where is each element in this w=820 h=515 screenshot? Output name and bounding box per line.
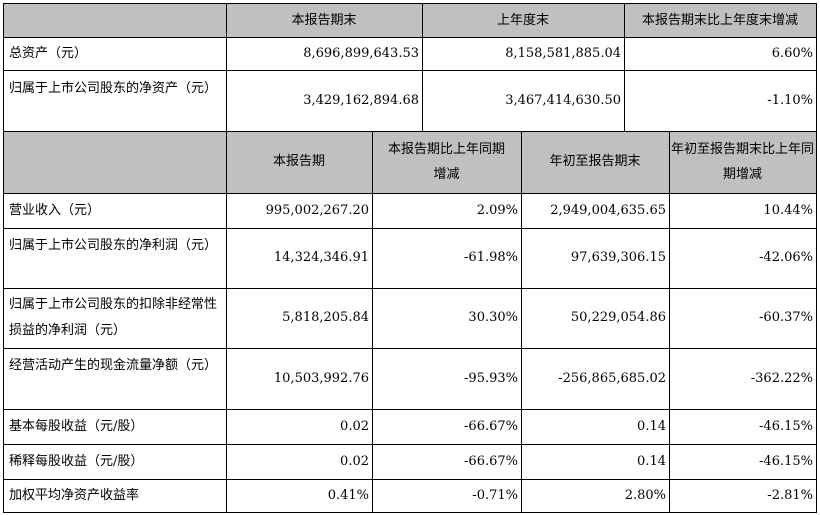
grid-line — [3, 131, 817, 132]
header-corner — [4, 4, 226, 37]
header2-year-to-date-change: 年初至报告期末比上年同期增减 — [669, 131, 816, 193]
header-prior-year-end: 上年度末 — [422, 4, 624, 37]
grid-line — [3, 348, 817, 349]
cell-basic-eps-ytd-change: -46.15% — [759, 418, 813, 434]
cell-diluted-eps-period-change: -66.67% — [464, 453, 518, 469]
grid-line — [3, 3, 4, 513]
grid-line — [3, 409, 817, 410]
cell-net-assets-change: -1.10% — [767, 92, 813, 108]
cell-net-profit-excl-ytd: 50,229,054.86 — [570, 310, 666, 325]
header2-current-period: 本报告期 — [226, 131, 372, 193]
cell-revenue-period: 995,002,267.20 — [265, 202, 369, 218]
cell-diluted-eps-period: 0.02 — [340, 453, 369, 469]
cell-net-profit-ytd-change: -42.06% — [759, 250, 813, 265]
cell-net-assets-prior-year-end: 3,467,414,630.50 — [505, 92, 621, 108]
cell-total-assets-change: 6.60% — [771, 45, 813, 61]
grid-line — [669, 131, 670, 513]
cell-roe-period: 0.41% — [327, 487, 369, 503]
cell-net-profit-excl-period: 5,818,205.84 — [282, 310, 369, 325]
cell-net-profit-excl-ytd-change: -60.37% — [759, 310, 813, 325]
cell-diluted-eps-ytd: 0.14 — [637, 453, 666, 469]
cell-basic-eps-period: 0.02 — [340, 418, 369, 434]
grid-line — [624, 3, 625, 131]
row-label-revenue: 营业收入（元） — [9, 202, 101, 218]
grid-line — [3, 444, 817, 445]
cell-roe-ytd: 2.80% — [624, 487, 666, 503]
cell-roe-period-change: -0.71% — [472, 487, 518, 503]
grid-line — [3, 479, 817, 480]
grid-line — [3, 228, 817, 229]
cell-revenue-period-change: 2.09% — [476, 202, 518, 218]
cell-basic-eps-ytd: 0.14 — [637, 418, 666, 434]
header-change-vs-prior-year-end: 本报告期末比上年度末增减 — [624, 4, 816, 37]
cell-revenue-ytd-change: 10.44% — [763, 202, 813, 218]
cell-cash-flow-ytd-change: -362.22% — [750, 370, 813, 386]
row-label-total-assets: 总资产（元） — [9, 45, 88, 61]
cell-roe-ytd-change: -2.81% — [767, 487, 813, 503]
cell-revenue-ytd: 2,949,004,635.65 — [550, 202, 666, 218]
header-period-end: 本报告期末 — [226, 4, 422, 37]
header2-corner — [4, 131, 226, 193]
cell-total-assets-prior-year-end: 8,158,581,885.04 — [505, 45, 621, 61]
cell-basic-eps-period-change: -66.67% — [464, 418, 518, 434]
cell-diluted-eps-ytd-change: -46.15% — [759, 453, 813, 469]
row-label-operating-cash-flow: 经营活动产生的现金流量净额（元） — [9, 358, 218, 373]
cell-cash-flow-period-change: -95.93% — [464, 370, 518, 386]
row-label-net-assets: 归属于上市公司股东的净资产（元） — [9, 81, 218, 96]
cell-cash-flow-ytd: -256,865,685.02 — [558, 370, 666, 386]
grid-line — [3, 193, 817, 194]
cell-net-profit-excl-period-change: 30.30% — [468, 310, 518, 325]
cell-net-assets-period-end: 3,429,162,894.68 — [303, 92, 419, 108]
row-label-weighted-roe: 加权平均净资产收益率 — [9, 487, 140, 503]
grid-line — [3, 3, 817, 4]
header2-year-to-date: 年初至报告期末 — [521, 131, 669, 193]
grid-line — [3, 288, 817, 289]
grid-line — [372, 131, 373, 513]
grid-line — [521, 131, 522, 513]
cell-total-assets-period-end: 8,696,899,643.53 — [303, 45, 419, 61]
row-label-net-profit-excl: 归属于上市公司股东的扣除非经常性损益的净利润（元） — [9, 297, 218, 338]
grid-line — [3, 70, 817, 71]
grid-line — [226, 3, 227, 513]
cell-cash-flow-period: 10,503,992.76 — [273, 370, 369, 386]
row-label-diluted-eps: 稀释每股收益（元/股） — [9, 453, 144, 469]
grid-line — [816, 3, 817, 513]
cell-net-profit-period-change: -61.98% — [464, 250, 518, 265]
row-label-net-profit: 归属于上市公司股东的净利润（元） — [9, 238, 218, 253]
grid-line — [3, 512, 817, 513]
grid-line — [422, 3, 423, 131]
cell-net-profit-ytd: 97,639,306.15 — [570, 250, 666, 265]
header2-current-period-change: 本报告期比上年同期增减 — [372, 131, 521, 193]
grid-line — [3, 37, 817, 38]
row-label-basic-eps: 基本每股收益（元/股） — [9, 418, 144, 434]
cell-net-profit-period: 14,324,346.91 — [273, 250, 369, 265]
